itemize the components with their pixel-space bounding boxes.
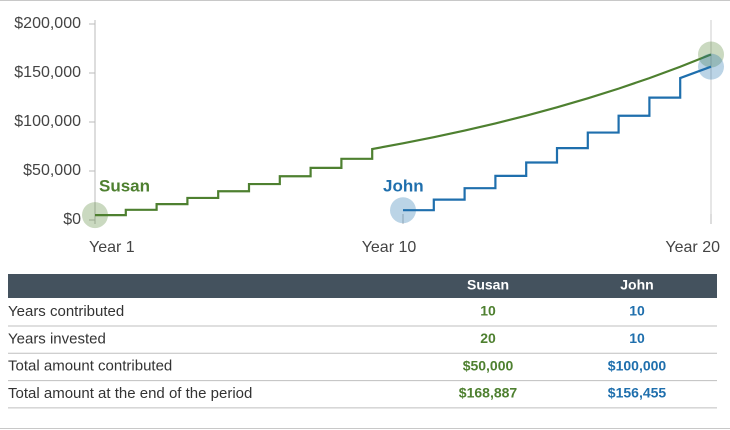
x-tick-label: Year 1 bbox=[89, 239, 135, 256]
table-column-header: John bbox=[620, 277, 653, 293]
series-label: Susan bbox=[99, 176, 150, 195]
point-highlight bbox=[698, 41, 724, 68]
x-tick-label: Year 20 bbox=[665, 239, 720, 256]
row-label: Total amount at the end of the period bbox=[8, 385, 252, 402]
cell-value: 10 bbox=[629, 303, 645, 319]
series-line bbox=[95, 53, 712, 217]
x-tick-label: Year 10 bbox=[362, 239, 417, 256]
table-header bbox=[8, 274, 717, 298]
cell-value: 10 bbox=[480, 303, 496, 319]
row-label: Years contributed bbox=[8, 303, 124, 320]
row-label: Total amount contributed bbox=[8, 358, 172, 375]
cell-value: $100,000 bbox=[608, 357, 667, 373]
cell-value: $156,455 bbox=[608, 385, 667, 401]
cell-value: $168,887 bbox=[459, 385, 518, 401]
y-tick-label: $150,000 bbox=[14, 64, 81, 81]
row-label: Years invested bbox=[8, 330, 106, 347]
cell-value: 20 bbox=[480, 330, 496, 346]
cell-value: 10 bbox=[629, 330, 645, 346]
y-tick-label: $50,000 bbox=[23, 162, 81, 179]
y-tick-label: $0 bbox=[63, 211, 81, 228]
series-label: John bbox=[383, 176, 424, 195]
y-tick-label: $100,000 bbox=[14, 113, 81, 130]
series-line bbox=[403, 65, 712, 212]
y-tick-label: $200,000 bbox=[14, 15, 81, 32]
cell-value: $50,000 bbox=[463, 357, 514, 373]
table-column-header: Susan bbox=[467, 277, 509, 293]
